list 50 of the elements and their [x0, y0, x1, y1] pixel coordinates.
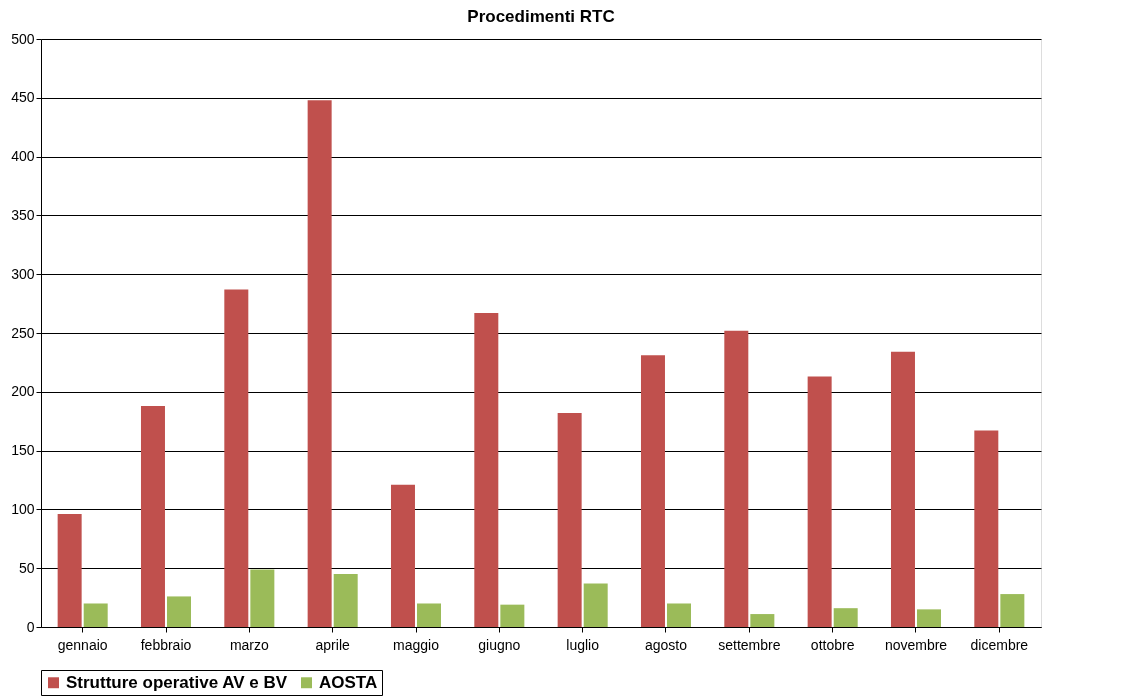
bar [167, 596, 192, 627]
y-tick-label: 0 [26, 618, 35, 635]
bar [474, 313, 499, 627]
y-tick-label: 200 [11, 383, 35, 400]
bar [57, 514, 82, 627]
bar [333, 574, 358, 627]
x-tick-label: febbraio [140, 636, 192, 653]
bar [667, 603, 692, 627]
legend-label: AOSTA [319, 672, 378, 692]
bar [890, 351, 915, 627]
bar [307, 100, 332, 627]
x-tick-label: marzo [229, 636, 269, 653]
bar [390, 484, 415, 627]
x-tick-label: dicembre [970, 636, 1029, 653]
x-tick-label: agosto [644, 636, 688, 653]
bar [83, 603, 108, 627]
y-tick-label: 100 [11, 500, 35, 517]
x-tick-label: giugno [478, 636, 521, 653]
y-tick-label: 50 [18, 559, 35, 576]
legend-label: Strutture operative AV e BV [66, 672, 288, 692]
x-tick-label: aprile [315, 636, 350, 653]
x-tick-label: ottobre [810, 636, 855, 653]
y-tick-label: 450 [11, 89, 35, 106]
y-tick-label: 300 [11, 265, 35, 282]
bar [250, 569, 275, 627]
y-tick-label: 250 [11, 324, 35, 341]
bar [750, 614, 775, 627]
y-tick-label: 350 [11, 206, 35, 223]
bar [224, 289, 249, 627]
x-tick-label: gennaio [57, 636, 108, 653]
y-tick-label: 500 [11, 30, 35, 47]
bar [974, 430, 999, 627]
y-tick-label: 400 [11, 148, 35, 165]
bar [140, 405, 165, 627]
bar [417, 603, 442, 627]
bar [724, 330, 749, 627]
bar [500, 604, 525, 627]
y-tick-label: 150 [11, 442, 35, 459]
x-tick-label: novembre [884, 636, 948, 653]
x-tick-label: luglio [566, 636, 600, 653]
x-tick-label: maggio [393, 636, 440, 653]
bar [833, 608, 858, 627]
bar [807, 376, 832, 627]
bar [583, 583, 608, 627]
bar [917, 609, 942, 627]
bar [557, 412, 582, 627]
chart-title: Procedimenti RTC [467, 7, 615, 26]
bar [1000, 594, 1025, 627]
x-tick-label: settembre [718, 636, 781, 653]
bar [640, 355, 665, 627]
